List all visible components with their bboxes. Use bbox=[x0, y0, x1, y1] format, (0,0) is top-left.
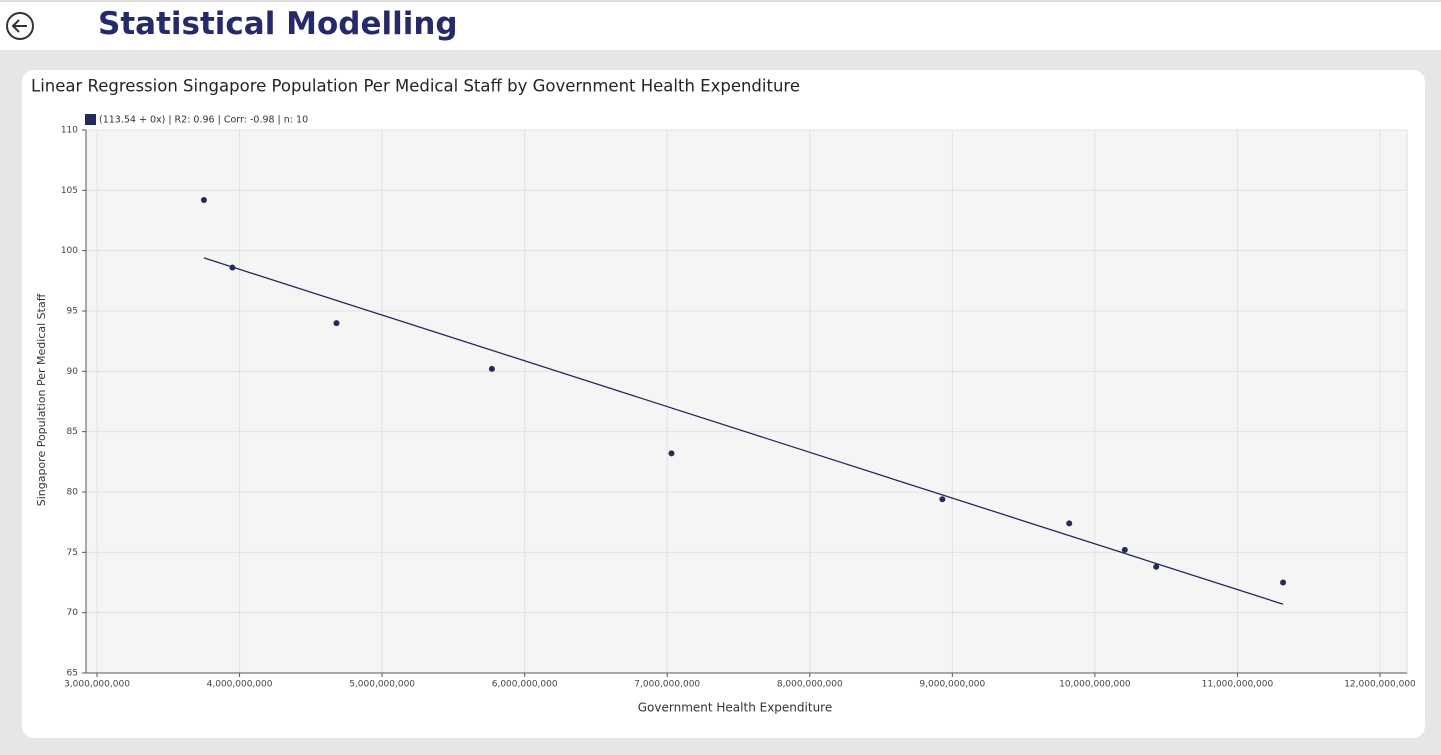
y-tick-label: 95 bbox=[67, 307, 78, 317]
plot-area bbox=[85, 129, 1408, 674]
y-tick-label: 80 bbox=[67, 488, 79, 498]
y-tick-label: 65 bbox=[67, 669, 78, 679]
x-tick-label: 7,000,000,000 bbox=[634, 680, 700, 690]
y-tick-label: 75 bbox=[67, 548, 78, 558]
y-tick-label: 110 bbox=[61, 126, 78, 136]
trend-line bbox=[203, 257, 1284, 605]
y-tick-label: 105 bbox=[61, 186, 78, 196]
y-tick-label: 90 bbox=[67, 367, 79, 377]
y-tick-label: 100 bbox=[61, 246, 78, 256]
page-title: Statistical Modelling bbox=[98, 6, 458, 42]
data-point bbox=[939, 496, 946, 503]
data-point bbox=[488, 365, 495, 372]
data-point bbox=[229, 264, 236, 271]
header: Statistical Modelling bbox=[0, 0, 1441, 50]
x-tick-label: 10,000,000,000 bbox=[1059, 680, 1131, 690]
x-tick-label: 12,000,000,000 bbox=[1344, 680, 1416, 690]
data-point bbox=[333, 320, 340, 327]
chart-title: Linear Regression Singapore Population P… bbox=[31, 77, 800, 96]
back-button[interactable] bbox=[2, 2, 42, 50]
legend-swatch bbox=[85, 114, 96, 125]
data-point bbox=[1153, 563, 1160, 570]
x-tick-label: 8,000,000,000 bbox=[777, 680, 843, 690]
legend-label: (113.54 + 0x) | R2: 0.96 | Corr: -0.98 |… bbox=[99, 115, 308, 126]
x-tick-label: 11,000,000,000 bbox=[1202, 680, 1274, 690]
x-tick-label: 6,000,000,000 bbox=[492, 680, 558, 690]
data-point bbox=[1121, 546, 1128, 553]
y-tick-label: 85 bbox=[67, 427, 78, 437]
data-point bbox=[1066, 520, 1073, 527]
x-tick-label: 9,000,000,000 bbox=[919, 680, 985, 690]
x-tick-label: 4,000,000,000 bbox=[207, 680, 273, 690]
x-axis-title: Government Health Expenditure bbox=[638, 701, 832, 715]
x-tick-label: 5,000,000,000 bbox=[349, 680, 415, 690]
data-point bbox=[1280, 579, 1287, 586]
y-tick-label: 70 bbox=[67, 608, 79, 618]
x-tick-label: 3,000,000,000 bbox=[64, 680, 130, 690]
y-axis-title: Singapore Population Per Medical Staff bbox=[35, 293, 48, 506]
data-point bbox=[200, 196, 207, 203]
data-point bbox=[668, 450, 675, 457]
